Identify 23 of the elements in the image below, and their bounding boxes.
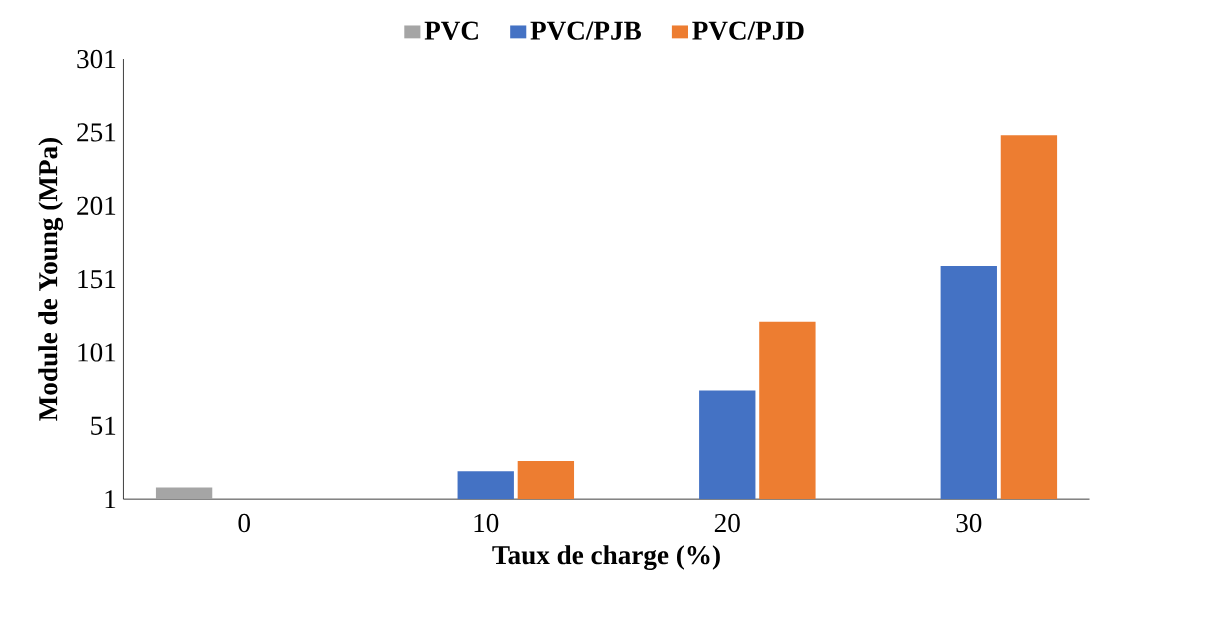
bar	[940, 266, 997, 500]
y-tick-label: 1	[105, 490, 116, 509]
bar	[1000, 135, 1058, 500]
bar	[457, 471, 514, 500]
bar	[759, 321, 816, 500]
bar	[155, 487, 213, 500]
legend-label: PVC	[424, 21, 478, 41]
y-axis-title: Module de Young (MPa)	[38, 138, 64, 422]
x-tick-label: 0	[238, 514, 250, 533]
x-tick-label: 20	[714, 514, 740, 533]
y-tick-label: 201	[77, 196, 116, 216]
y-tick-label: 151	[78, 270, 116, 289]
x-tick-label: 30	[956, 514, 982, 533]
legend-label: PVC/PJB	[530, 21, 641, 41]
legend-label: PVC/PJD	[692, 21, 804, 41]
y-tick-label: 251	[77, 123, 116, 142]
y-tick-label: 301	[77, 50, 116, 69]
bar	[699, 390, 756, 500]
bar	[517, 461, 575, 500]
y-tick-label: 101	[78, 343, 116, 362]
x-axis-title: Taux de charge (%)	[492, 545, 720, 571]
y-tick-label: 51	[91, 416, 116, 436]
x-tick-label: 10	[474, 514, 499, 533]
